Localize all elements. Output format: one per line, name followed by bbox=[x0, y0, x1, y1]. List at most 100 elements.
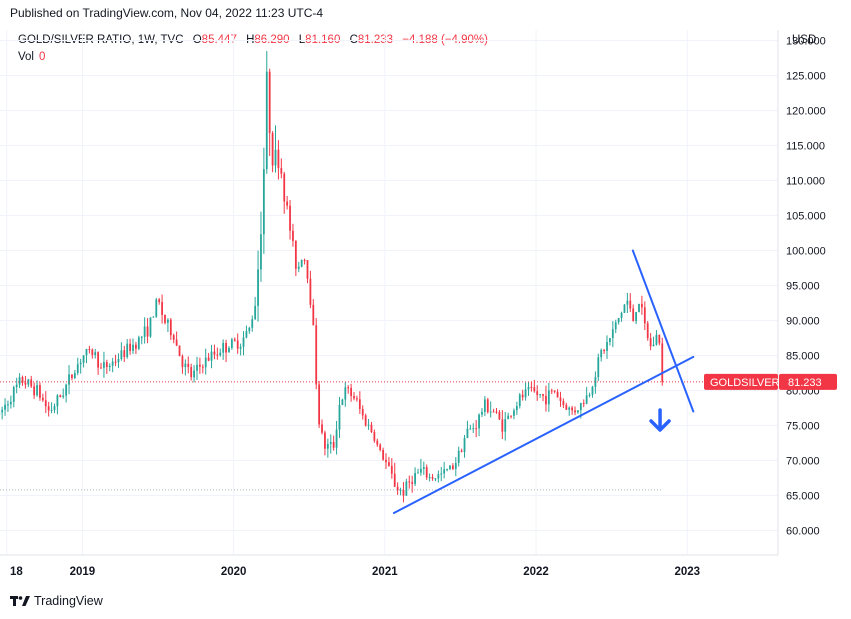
candle-body bbox=[85, 349, 88, 356]
candle-body bbox=[577, 410, 579, 413]
candle-body bbox=[53, 406, 56, 410]
candle-body bbox=[59, 395, 62, 398]
candle-body bbox=[414, 473, 416, 484]
candle-body bbox=[565, 404, 568, 410]
candle-body bbox=[222, 343, 225, 353]
candle-body bbox=[510, 415, 512, 417]
candle-body bbox=[82, 355, 85, 363]
candle-body bbox=[225, 343, 227, 353]
x-tick-label: 2021 bbox=[372, 566, 398, 578]
candle-body bbox=[201, 366, 204, 368]
candle-body bbox=[230, 339, 233, 348]
candle-body bbox=[498, 412, 501, 420]
candle-body bbox=[547, 390, 550, 405]
candle-body bbox=[347, 387, 350, 389]
candle-body bbox=[312, 304, 315, 326]
candle-body bbox=[536, 391, 539, 396]
candle-body bbox=[91, 349, 94, 356]
candle-body bbox=[41, 397, 44, 401]
candle-body bbox=[425, 467, 428, 478]
candle-body bbox=[393, 473, 396, 487]
candle-body bbox=[582, 403, 585, 405]
candle-body bbox=[466, 428, 469, 439]
candle-body bbox=[193, 370, 195, 378]
candle-body bbox=[600, 350, 603, 358]
x-tick-label: 2019 bbox=[70, 566, 96, 578]
candle-body bbox=[245, 331, 248, 338]
candle-body bbox=[609, 337, 611, 343]
candle-body bbox=[617, 317, 620, 323]
candle-body bbox=[321, 424, 323, 433]
candle-body bbox=[315, 325, 318, 385]
candle-body bbox=[303, 259, 306, 261]
candle-body bbox=[155, 299, 158, 317]
candle-body bbox=[382, 449, 384, 460]
candle-body bbox=[239, 346, 242, 349]
price-tag-name: GOLDSILVER bbox=[710, 377, 780, 389]
candle-body bbox=[364, 415, 367, 426]
candle-body bbox=[56, 395, 59, 407]
candle-body bbox=[626, 300, 629, 305]
candle-body bbox=[30, 379, 33, 387]
footer-brand-text: TradingView bbox=[34, 594, 103, 608]
candle-body bbox=[257, 269, 259, 306]
candle-body bbox=[495, 411, 498, 413]
candle-body bbox=[472, 428, 475, 430]
candle-body bbox=[39, 385, 41, 398]
candle-body bbox=[611, 329, 614, 338]
candle-body bbox=[187, 363, 190, 368]
candle-body bbox=[274, 149, 277, 166]
y-tick-label: 65.000 bbox=[786, 491, 820, 503]
candle-body bbox=[649, 338, 652, 347]
candle-body bbox=[196, 364, 198, 371]
candle-body bbox=[396, 486, 399, 491]
candle-body bbox=[361, 408, 364, 416]
candle-body bbox=[420, 468, 422, 473]
candle-body bbox=[27, 379, 30, 385]
candle-body bbox=[271, 133, 274, 166]
candle-body bbox=[550, 390, 553, 392]
currency-label: USD bbox=[792, 34, 817, 46]
candle-body bbox=[254, 305, 257, 320]
candle-body bbox=[367, 424, 370, 426]
candle-body bbox=[117, 359, 120, 363]
candle-body bbox=[120, 350, 123, 360]
price-tag-value-box bbox=[779, 373, 837, 390]
candle-body bbox=[603, 350, 606, 352]
candle-body bbox=[591, 386, 594, 395]
candle-body bbox=[219, 352, 222, 356]
candle-body bbox=[105, 362, 108, 367]
candle-body bbox=[451, 465, 454, 469]
candle-body bbox=[172, 335, 175, 340]
candle-body bbox=[108, 365, 111, 367]
candle-body bbox=[44, 400, 47, 407]
candle-body bbox=[553, 390, 556, 392]
candle-body bbox=[417, 472, 419, 474]
candle-body bbox=[542, 394, 544, 396]
candle-body bbox=[437, 474, 440, 479]
candle-body bbox=[588, 394, 591, 396]
candle-body bbox=[292, 230, 294, 241]
candle-body bbox=[132, 344, 134, 351]
candle-body bbox=[571, 407, 574, 411]
candle-body bbox=[486, 399, 489, 413]
published-text: Published on TradingView.com, Nov 04, 20… bbox=[10, 6, 324, 20]
price-tag: GOLDSILVER 81.233 bbox=[704, 373, 837, 390]
candle-body bbox=[233, 339, 236, 341]
x-tick-label: 18 bbox=[10, 566, 23, 578]
candle-body bbox=[318, 384, 321, 425]
down-arrow bbox=[649, 408, 671, 432]
candle-body bbox=[268, 71, 271, 134]
candle-body bbox=[440, 473, 443, 475]
footer-brand[interactable]: TradingView bbox=[10, 594, 103, 608]
candle-body bbox=[620, 312, 623, 318]
candle-body bbox=[149, 317, 152, 337]
volume-label: Vol bbox=[18, 51, 34, 63]
candle-body bbox=[454, 463, 457, 469]
candle-body bbox=[300, 259, 303, 267]
y-tick-label: 85.000 bbox=[786, 351, 820, 363]
candle-body bbox=[661, 343, 664, 382]
candle-body bbox=[277, 149, 280, 169]
candle-body bbox=[9, 401, 12, 405]
